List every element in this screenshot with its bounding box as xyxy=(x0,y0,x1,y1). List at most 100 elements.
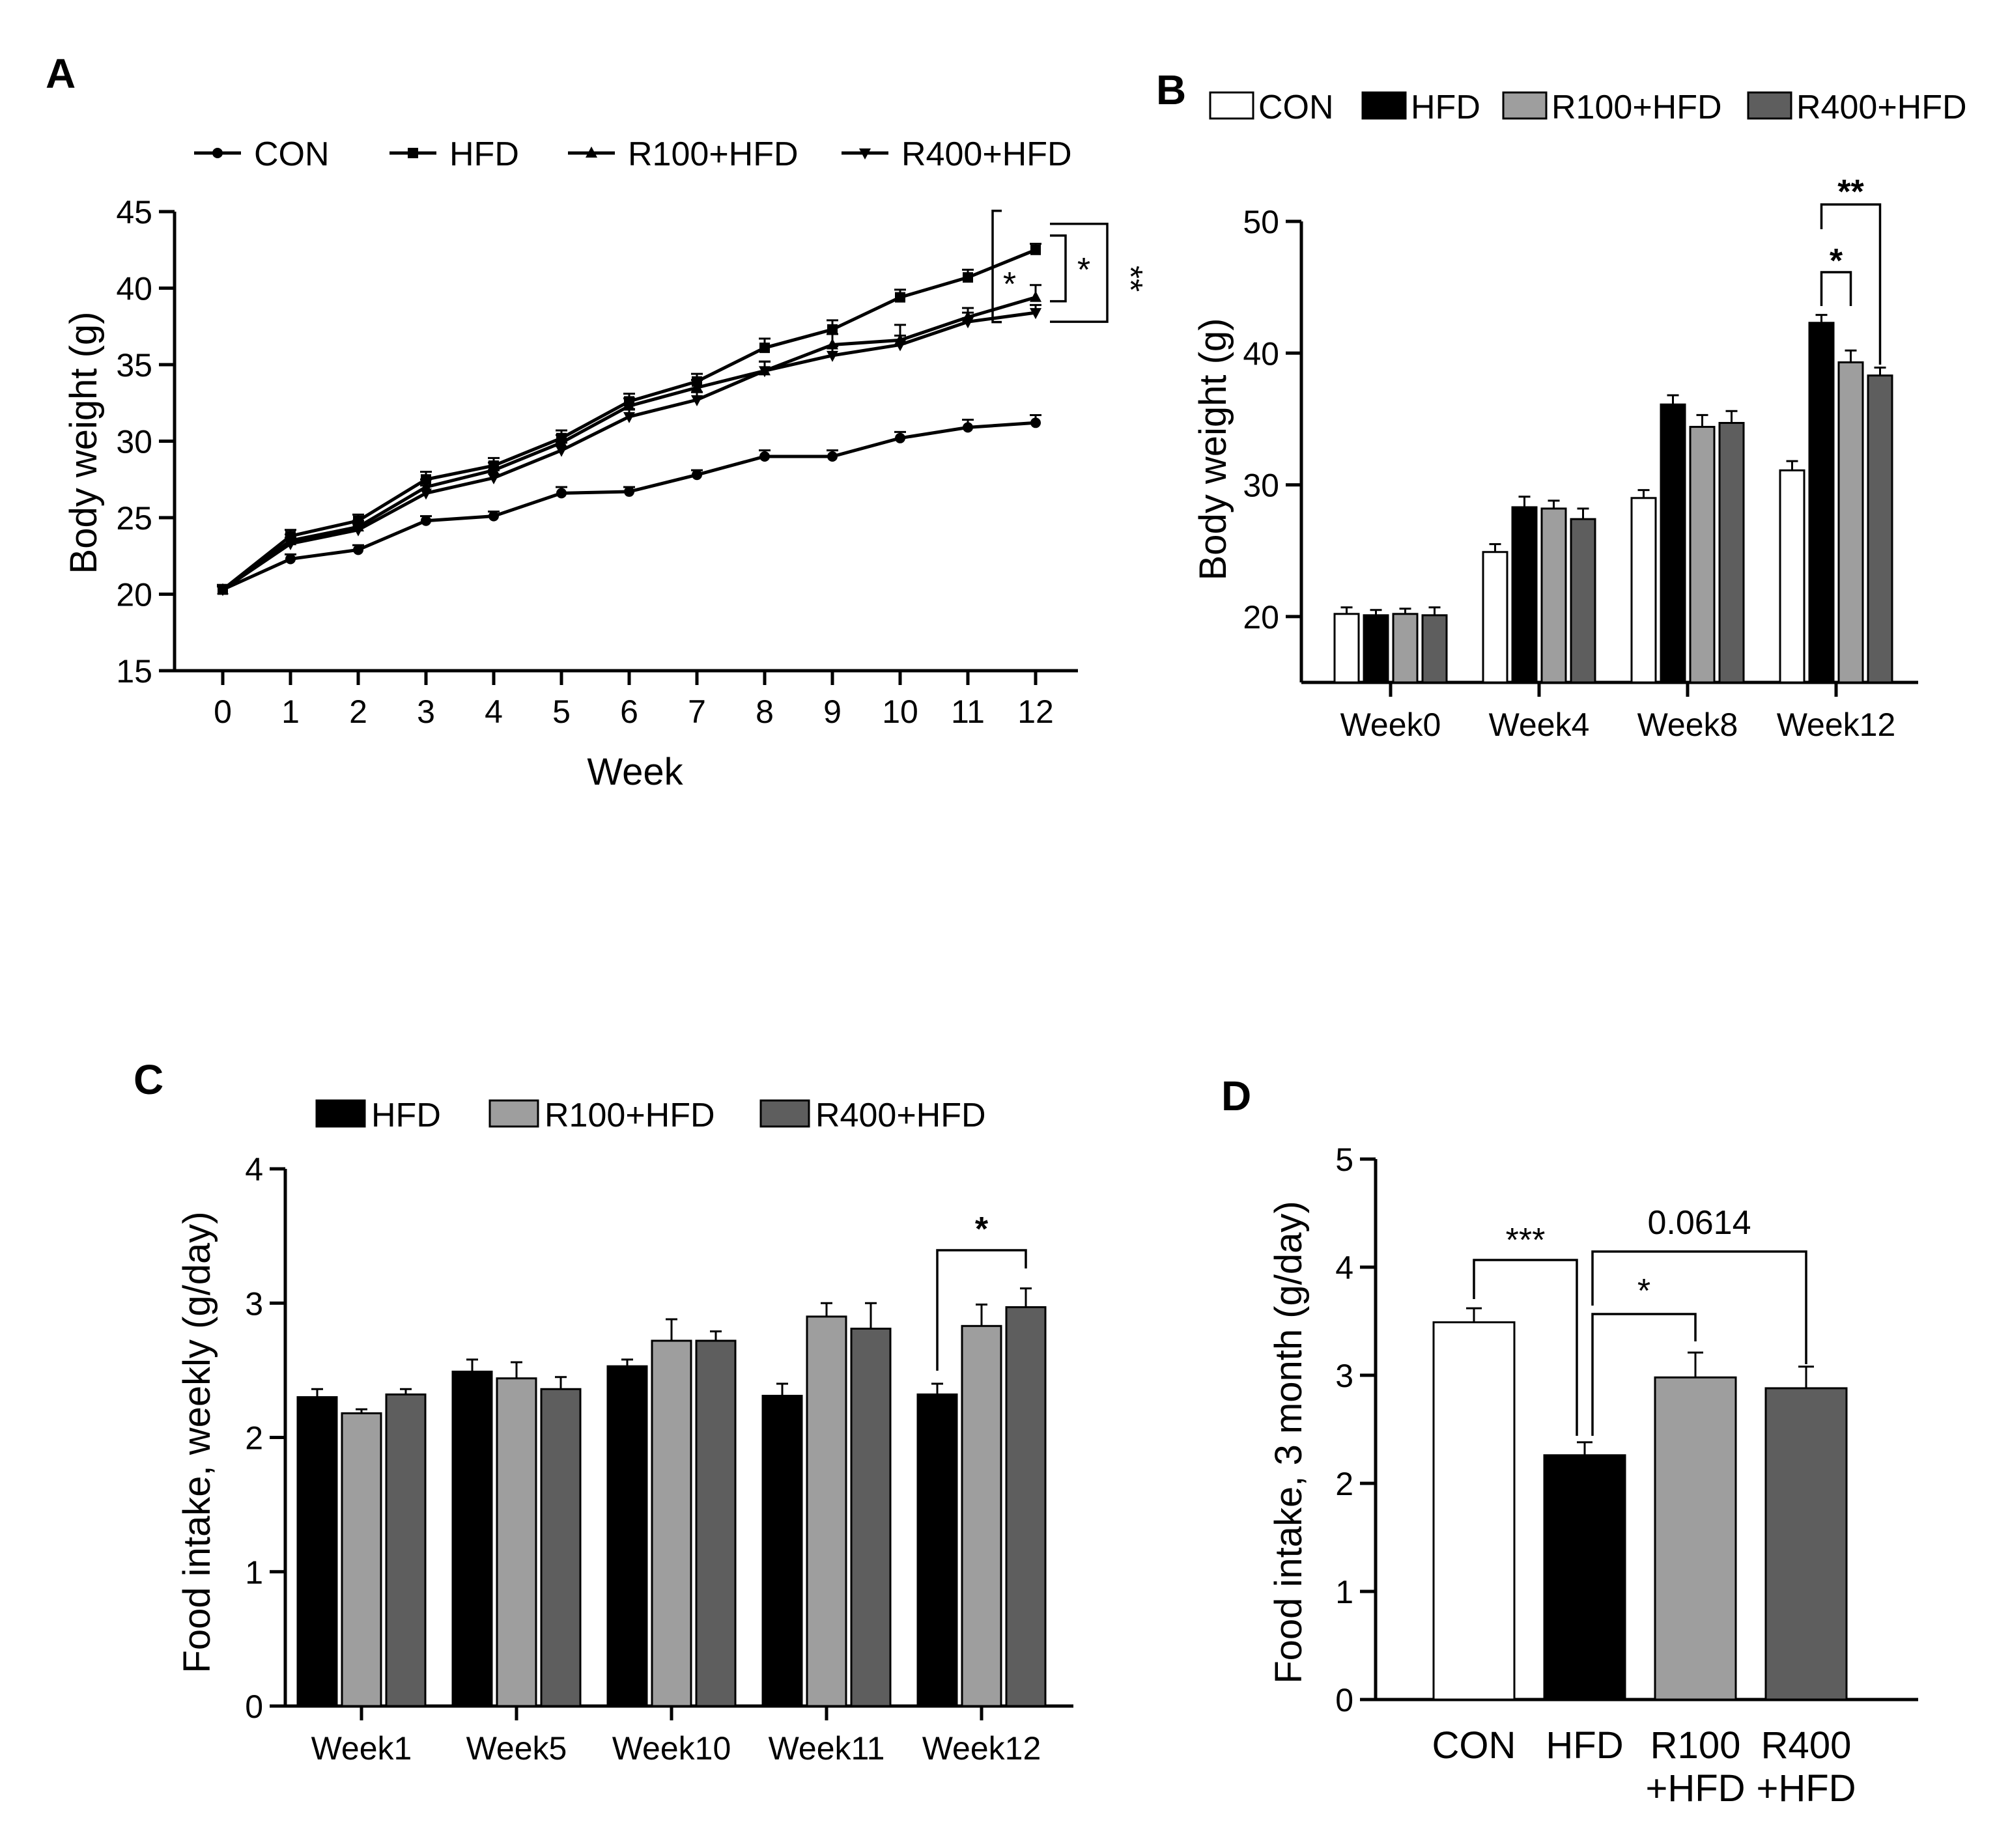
data-point xyxy=(352,525,364,537)
x-tick-label: Week11 xyxy=(769,1730,885,1767)
bar-r100-hfd xyxy=(1837,361,1864,684)
data-point xyxy=(691,395,703,407)
series-r400-hfd xyxy=(217,303,1041,596)
significance-label: * xyxy=(1003,266,1016,303)
legend-label: R100+HFD xyxy=(545,1097,715,1134)
data-point xyxy=(1030,290,1041,302)
y-axis-title: Food intake, weekly (g/day) xyxy=(176,1211,218,1673)
significance-label: * xyxy=(975,1211,989,1248)
significance-bracket xyxy=(936,1249,1027,1371)
x-tick-label: 10 xyxy=(882,693,918,730)
data-point xyxy=(420,488,432,500)
y-axis-title: Body weight (g) xyxy=(63,312,105,574)
legend-swatch xyxy=(488,1099,539,1128)
bar-r100-hfd xyxy=(341,1412,382,1707)
legend-item-r100-hfd: R100+HFD xyxy=(568,135,799,173)
x-tick-label: Week0 xyxy=(1340,707,1441,743)
legend-swatch xyxy=(1502,91,1548,120)
legend-swatch xyxy=(1361,91,1407,120)
y-tick-label: 35 xyxy=(116,347,152,384)
bar-con xyxy=(1432,1321,1516,1701)
bar-hfd xyxy=(1363,614,1389,684)
legend-swatch xyxy=(315,1099,366,1128)
panel-letter-c: C xyxy=(134,1056,163,1103)
data-point xyxy=(894,340,906,352)
x-tick-label: Week10 xyxy=(612,1730,731,1767)
bar-r100-hfd xyxy=(496,1377,537,1707)
legend-swatch xyxy=(1209,91,1254,120)
series-r100-hfd xyxy=(1392,349,1864,684)
x-tick-label-line: HFD xyxy=(1546,1724,1623,1767)
x-tick-label-line: R400 xyxy=(1761,1724,1852,1767)
x-tick-label: R400 +HFD xyxy=(1756,1724,1856,1810)
legend-label: R400+HFD xyxy=(1796,89,1967,126)
legend-item-r100-hfd: R100+HFD xyxy=(1502,89,1722,126)
bar-hfd xyxy=(1511,506,1538,684)
significance-bracket xyxy=(1050,223,1109,323)
y-tick-label: 25 xyxy=(116,500,152,537)
data-point xyxy=(827,451,838,462)
data-point xyxy=(285,553,296,565)
y-tick-label: 15 xyxy=(116,653,152,690)
x-tick-label: 9 xyxy=(823,693,842,730)
data-point xyxy=(421,515,431,526)
bar-hfd xyxy=(606,1365,648,1707)
bar-r100-hfd xyxy=(961,1324,1002,1707)
series-con xyxy=(217,414,1041,595)
x-tick-label: Week1 xyxy=(311,1730,412,1767)
y-tick-label: 45 xyxy=(116,194,152,231)
significance-bracket xyxy=(1473,1259,1578,1436)
x-tick-label: CON xyxy=(1432,1724,1516,1767)
bar-hfd xyxy=(916,1393,958,1707)
data-point xyxy=(623,399,635,411)
legend-label: CON xyxy=(254,135,330,173)
y-tick-label: 40 xyxy=(116,271,152,307)
significance-label: * xyxy=(1637,1272,1650,1310)
data-point xyxy=(624,486,634,497)
series-hfd xyxy=(1363,314,1835,684)
chart-d: 0 1 2 3 4 5 Food intake, 3 month (g/day) CON HFD… xyxy=(1267,1141,1918,1810)
x-tick-label-line: +HFD xyxy=(1645,1767,1745,1810)
x-tick-label: 8 xyxy=(756,693,774,730)
data-point xyxy=(759,366,771,378)
data-point xyxy=(827,350,838,362)
y-tick-label: 4 xyxy=(245,1151,263,1188)
y-tick-label: 2 xyxy=(245,1420,263,1457)
y-tick-label: 0 xyxy=(245,1688,263,1725)
x-axis-title: Week xyxy=(587,751,683,793)
x-tick-label: 7 xyxy=(688,693,706,730)
x-tick-label: 12 xyxy=(1017,693,1054,730)
bar-r400-hfd xyxy=(1421,614,1448,684)
significance-bracket xyxy=(1050,234,1067,303)
bar-r100-hfd xyxy=(651,1339,692,1707)
bar-hfd xyxy=(451,1370,493,1707)
panel-letter-a: A xyxy=(46,50,76,97)
y-tick-label: 20 xyxy=(1243,599,1279,636)
significance-bracket xyxy=(1820,203,1882,365)
bar-r400-hfd xyxy=(1764,1387,1848,1701)
bar-r100-hfd xyxy=(1654,1376,1737,1701)
legend-item-r400-hfd: R400+HFD xyxy=(842,135,1072,173)
legend-item-con: CON xyxy=(194,135,330,173)
bar-r400-hfd xyxy=(1867,374,1893,684)
legend-item-con: CON xyxy=(1209,89,1334,126)
bar-r400-hfd xyxy=(1718,421,1745,684)
series-hfd xyxy=(296,1358,958,1707)
legend-label: R400+HFD xyxy=(815,1097,986,1134)
data-point xyxy=(759,451,770,462)
bar-hfd xyxy=(1660,403,1686,684)
bar-r100-hfd xyxy=(806,1315,847,1707)
legend-marker xyxy=(408,148,418,158)
series-r400-hfd xyxy=(1421,367,1893,684)
data-point xyxy=(827,324,838,335)
bar-hfd xyxy=(1808,322,1835,684)
legend-item-r400-hfd: R400+HFD xyxy=(1747,89,1967,126)
bar-r100-hfd xyxy=(1540,507,1567,684)
significance-label: ** xyxy=(1111,266,1149,292)
y-axis-title: Food intake, 3 month (g/day) xyxy=(1267,1201,1310,1684)
legend-marker xyxy=(212,148,223,158)
panel-letter-d: D xyxy=(1221,1072,1251,1119)
x-tick-label: Week12 xyxy=(1777,707,1896,743)
